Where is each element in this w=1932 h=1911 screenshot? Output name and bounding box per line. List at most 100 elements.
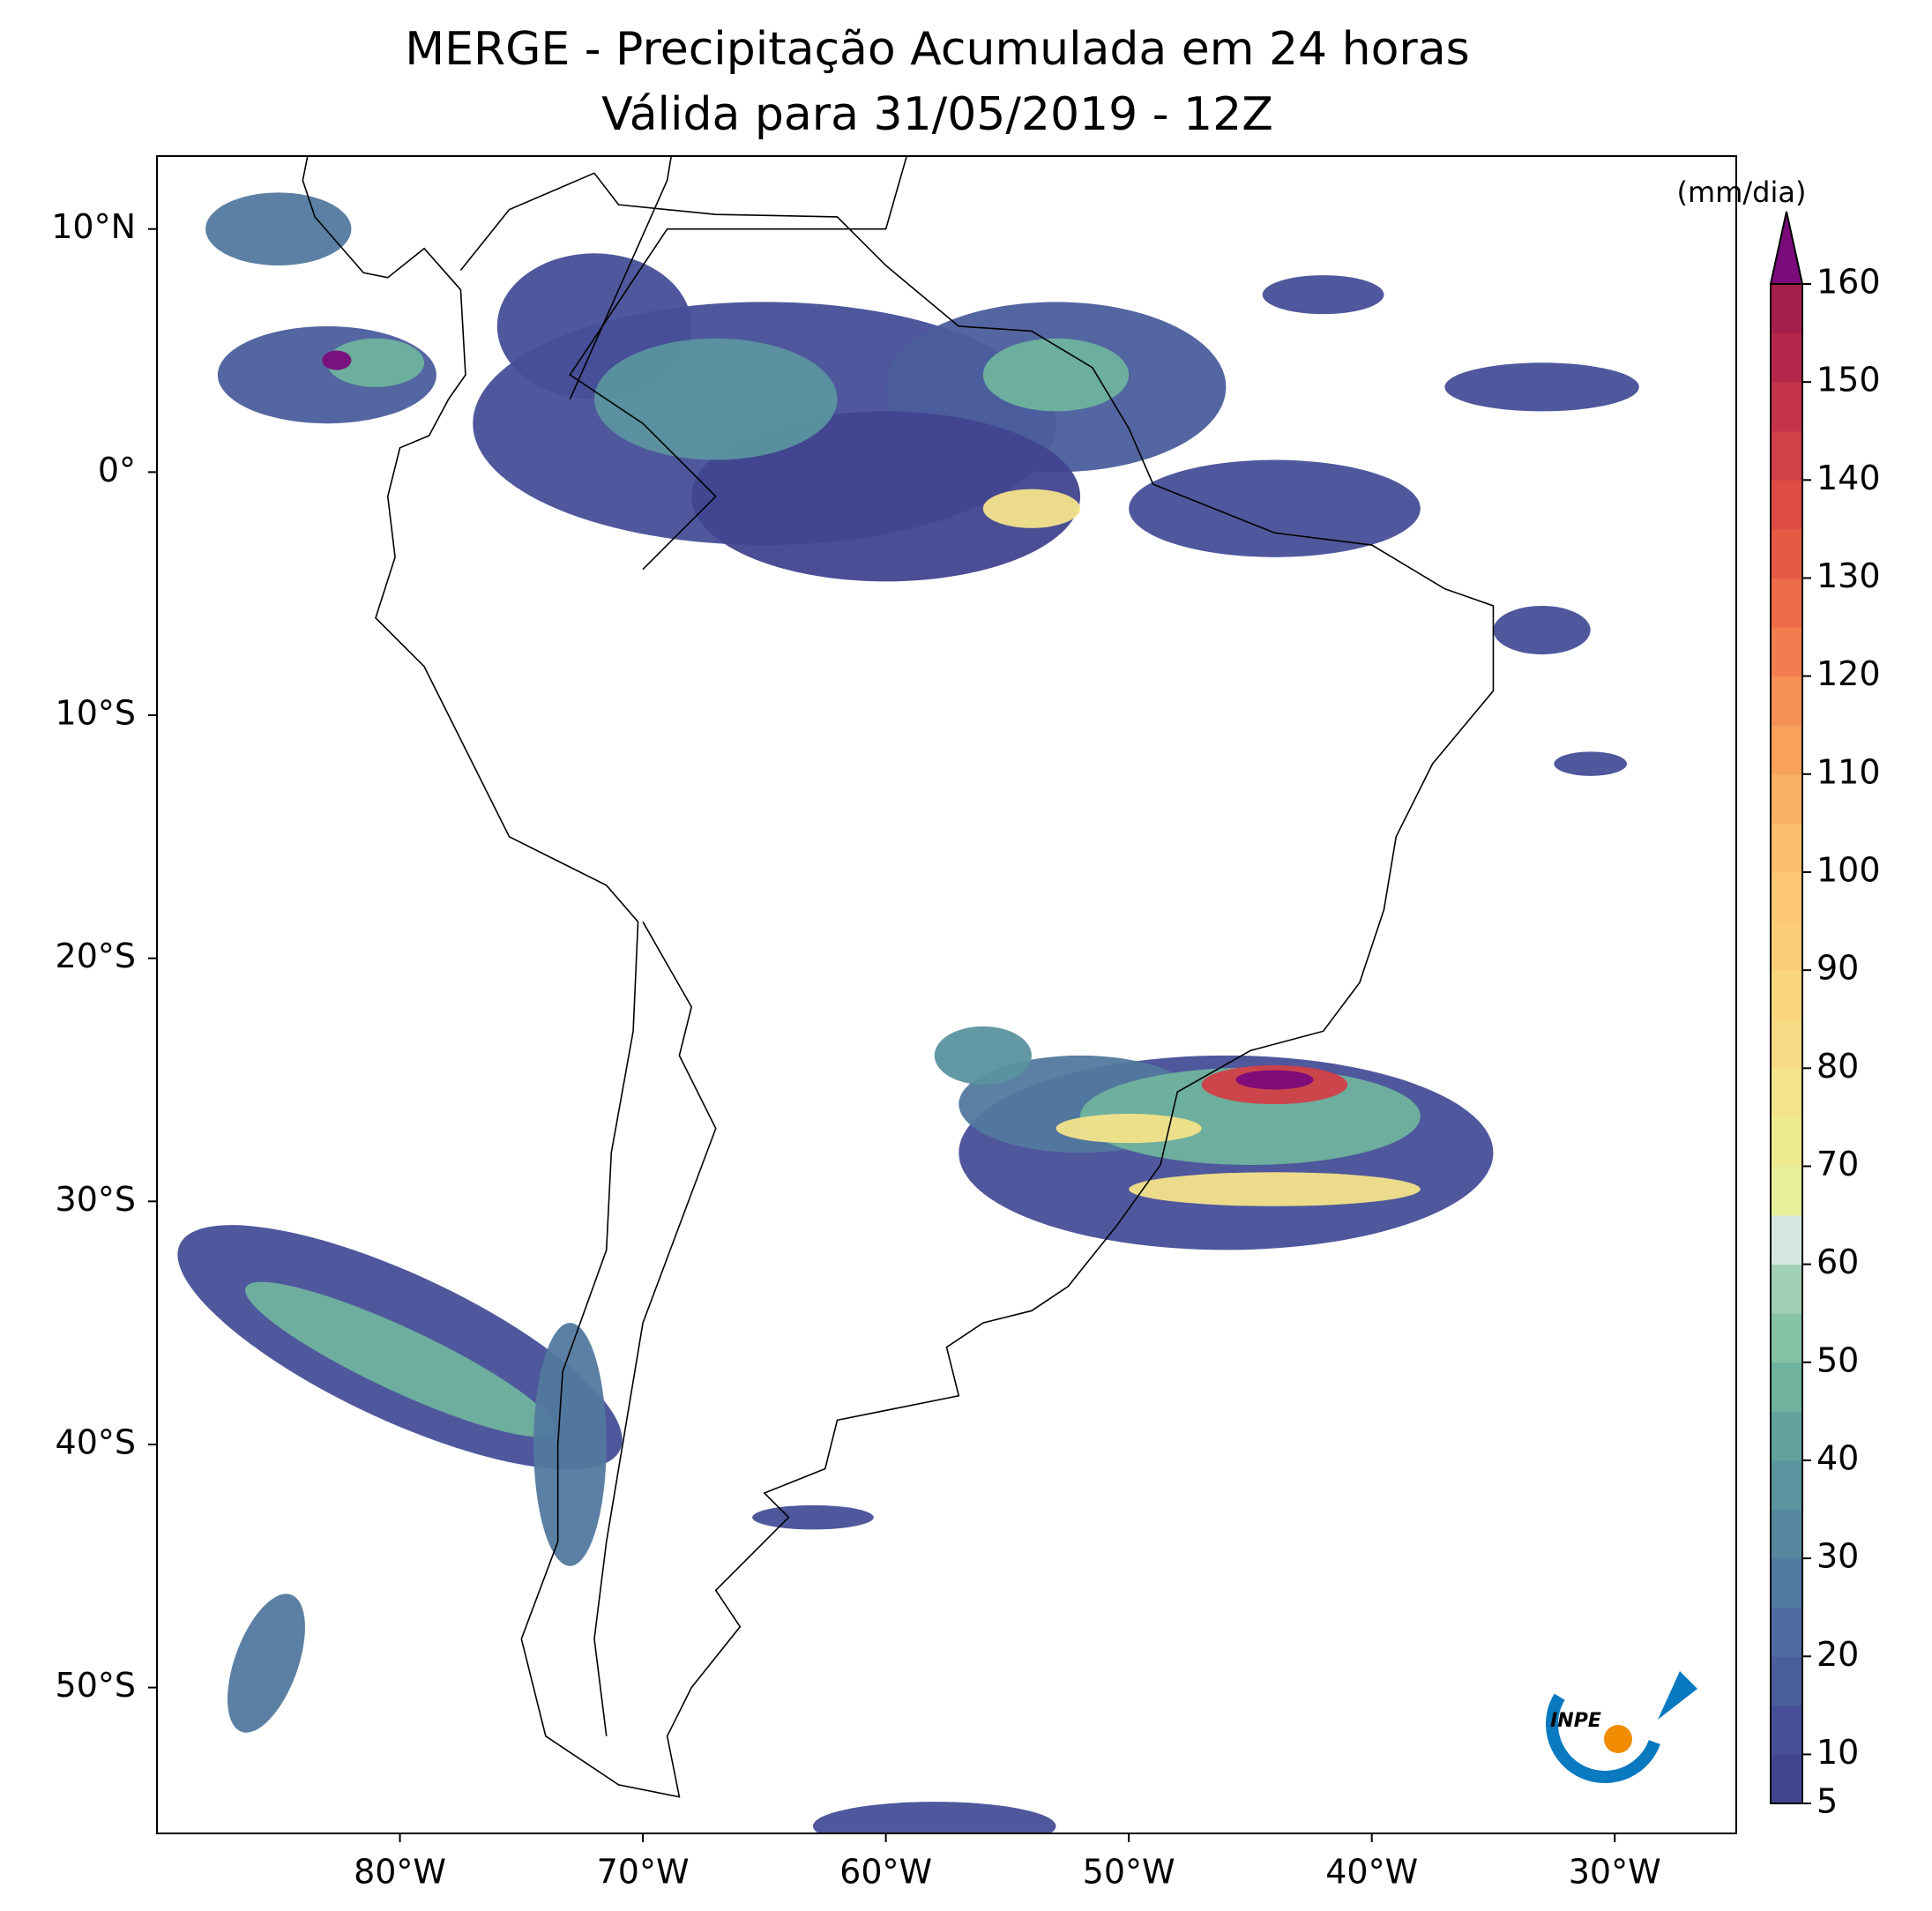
colorbar-tick-label: 70: [1816, 1145, 1859, 1183]
colorbar-tick-label: 150: [1816, 361, 1881, 399]
colorbar-segment: [1771, 1656, 1802, 1706]
colorbar-tick-label: 60: [1816, 1243, 1859, 1281]
rain-area: [1262, 275, 1384, 315]
colorbar-segment: [1771, 1705, 1802, 1755]
logo-arrow: [1658, 1671, 1697, 1720]
x-tick-label: 50°W: [1083, 1853, 1175, 1892]
colorbar-segment: [1771, 1264, 1802, 1314]
map-layers: [177, 0, 1639, 1833]
colorbar-segment: [1771, 1754, 1802, 1804]
rain-area: [1129, 459, 1421, 557]
colorbar-segment: [1771, 823, 1802, 873]
colorbar-extension: [1769, 211, 1804, 285]
rain-area: [326, 338, 425, 387]
colorbar-tick-label: 10: [1816, 1733, 1859, 1772]
colorbar-tick-label: 120: [1816, 654, 1881, 693]
rain-area: [812, 1802, 1056, 1833]
precipitation: [177, 192, 1639, 1833]
rain-area: [245, 1281, 556, 1437]
y-tick-label: 20°S: [56, 937, 136, 975]
x-tick-label: 80°W: [354, 1853, 446, 1892]
x-tick-label: 40°W: [1325, 1853, 1418, 1892]
colorbar-tick-label: 20: [1816, 1635, 1859, 1674]
colorbar-segment: [1771, 676, 1802, 726]
logo: INPE: [1546, 1665, 1697, 1783]
rain-area: [1056, 1114, 1202, 1144]
colorbar-segment: [1771, 1411, 1802, 1461]
rain-area: [1554, 751, 1628, 776]
y-tick-label: 10°S: [56, 694, 136, 733]
colorbar-tick-label: 130: [1816, 556, 1881, 595]
colorbar-tick-label: 80: [1816, 1047, 1859, 1086]
logo-text: INPE: [1550, 1710, 1601, 1732]
rain-area: [1235, 1070, 1314, 1090]
colorbar-segment: [1771, 1068, 1802, 1118]
colorbar-segment: [1771, 1215, 1802, 1265]
colorbar-segment: [1771, 1607, 1802, 1657]
subtitle: Válida para 31/05/2019 - 12Z: [601, 88, 1273, 141]
colorbar-label: (mm/dia): [1677, 175, 1807, 209]
colorbar-segment: [1771, 1509, 1802, 1559]
colorbar-tick-label: 110: [1816, 752, 1881, 791]
colorbar-segment: [1771, 578, 1802, 628]
map-area: [177, 0, 1639, 1833]
y-tick-label: 40°S: [56, 1422, 136, 1461]
colorbar-segment: [1771, 332, 1802, 383]
colorbar-tick-label: 30: [1816, 1537, 1859, 1576]
colorbar-segment: [1771, 773, 1802, 824]
colorbar-tick-label: 40: [1816, 1438, 1859, 1477]
colorbar-segment: [1771, 382, 1802, 432]
logo-dot: [1604, 1725, 1632, 1753]
rain-area: [593, 338, 838, 460]
rain-area: [982, 489, 1081, 528]
y-tick-label: 10°N: [51, 207, 136, 246]
colorbar-tick-label: 160: [1816, 263, 1881, 302]
rain-area: [934, 1026, 1032, 1085]
colorbar-segment: [1771, 1459, 1802, 1511]
colorbar-segment: [1771, 430, 1802, 481]
colorbar-segment: [1771, 871, 1802, 922]
colorbar-segment: [1771, 1166, 1802, 1216]
y-tick-label: 0°: [98, 451, 136, 489]
rain-area: [691, 411, 1081, 582]
map-frame: [156, 155, 1737, 1834]
rain-area: [322, 350, 352, 370]
colorbar-segment: [1771, 725, 1802, 775]
logo-ring: [1546, 1665, 1664, 1783]
rain-area: [228, 1594, 305, 1733]
colorbar-segment: [1771, 528, 1802, 579]
colorbar-tick-label: 100: [1816, 850, 1881, 889]
colorbar-tick-label: 90: [1816, 949, 1859, 988]
rain-area: [533, 1323, 607, 1566]
rain-area: [982, 338, 1130, 412]
x-tick-label: 60°W: [839, 1853, 932, 1892]
y-tick-label: 50°S: [56, 1666, 136, 1705]
x-tick-label: 70°W: [597, 1853, 690, 1892]
colorbar-segment: [1771, 480, 1802, 530]
border: [570, 0, 934, 570]
colorbar-tick-label: 140: [1816, 459, 1881, 497]
colorbar-segment: [1771, 284, 1802, 334]
colorbar-segment: [1771, 1362, 1802, 1412]
colorbar-tick-label: 5: [1816, 1782, 1838, 1821]
y-tick-label: 30°S: [56, 1180, 136, 1219]
colorbar-segment: [1771, 921, 1802, 971]
rain-area: [752, 1504, 874, 1530]
colorbar-frame: [1770, 283, 1803, 1804]
colorbar-segment: [1771, 970, 1802, 1020]
colorbar-segment: [1771, 627, 1802, 677]
colorbar-segment: [1771, 1116, 1802, 1167]
rain-area: [1493, 605, 1591, 655]
rain-area: [1444, 362, 1639, 412]
colorbar-tick-label: 50: [1816, 1340, 1859, 1379]
colorbar-segment: [1771, 1313, 1802, 1363]
colorbar-segment: [1771, 1558, 1802, 1609]
rain-area: [205, 192, 352, 266]
border: [594, 922, 716, 1736]
coastline: [302, 144, 1493, 1796]
title: MERGE - Precipitação Acumulada em 24 hor…: [405, 23, 1470, 76]
colorbar-segment: [1771, 1019, 1802, 1069]
x-tick-label: 30°W: [1569, 1853, 1661, 1892]
rain-area: [1129, 1172, 1421, 1206]
